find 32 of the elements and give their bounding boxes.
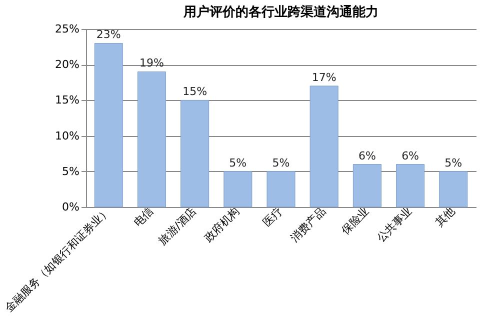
data-label: 5% (272, 156, 290, 170)
bar (310, 86, 338, 208)
x-tick-label: 消费产品 (288, 204, 328, 245)
x-tick-label: 保险业 (338, 204, 372, 238)
bar (180, 100, 210, 208)
data-label: 23% (96, 28, 121, 42)
y-tick-label: 5% (62, 164, 80, 178)
chart-title: 用户评价的各行业跨渠道沟通能力 (182, 4, 378, 20)
x-tick-label: 医疗 (260, 204, 286, 230)
y-tick-label: 25% (55, 22, 80, 36)
x-tick-label: 政府机构 (202, 204, 242, 245)
data-label: 5% (229, 156, 247, 170)
data-label: 6% (358, 149, 376, 162)
data-label: 6% (402, 149, 420, 162)
data-label: 15% (182, 85, 208, 98)
y-tick-label: 20% (55, 58, 80, 72)
x-tick-label: 其他 (432, 204, 458, 230)
data-label: 19% (139, 56, 164, 70)
x-tick-label: 公共事业 (374, 204, 415, 245)
bar (137, 71, 166, 208)
y-tick-label: 10% (55, 129, 80, 142)
data-label: 17% (312, 70, 336, 84)
bar (266, 171, 296, 208)
data-label: 5% (444, 156, 462, 170)
bar (94, 42, 123, 208)
bar (224, 171, 252, 208)
bar (352, 164, 382, 208)
y-tick-label: 15% (55, 94, 80, 107)
y-tick-label: 0% (62, 200, 80, 214)
x-tick-label: 电信 (131, 204, 156, 230)
bar (439, 171, 468, 208)
bar (396, 164, 425, 208)
